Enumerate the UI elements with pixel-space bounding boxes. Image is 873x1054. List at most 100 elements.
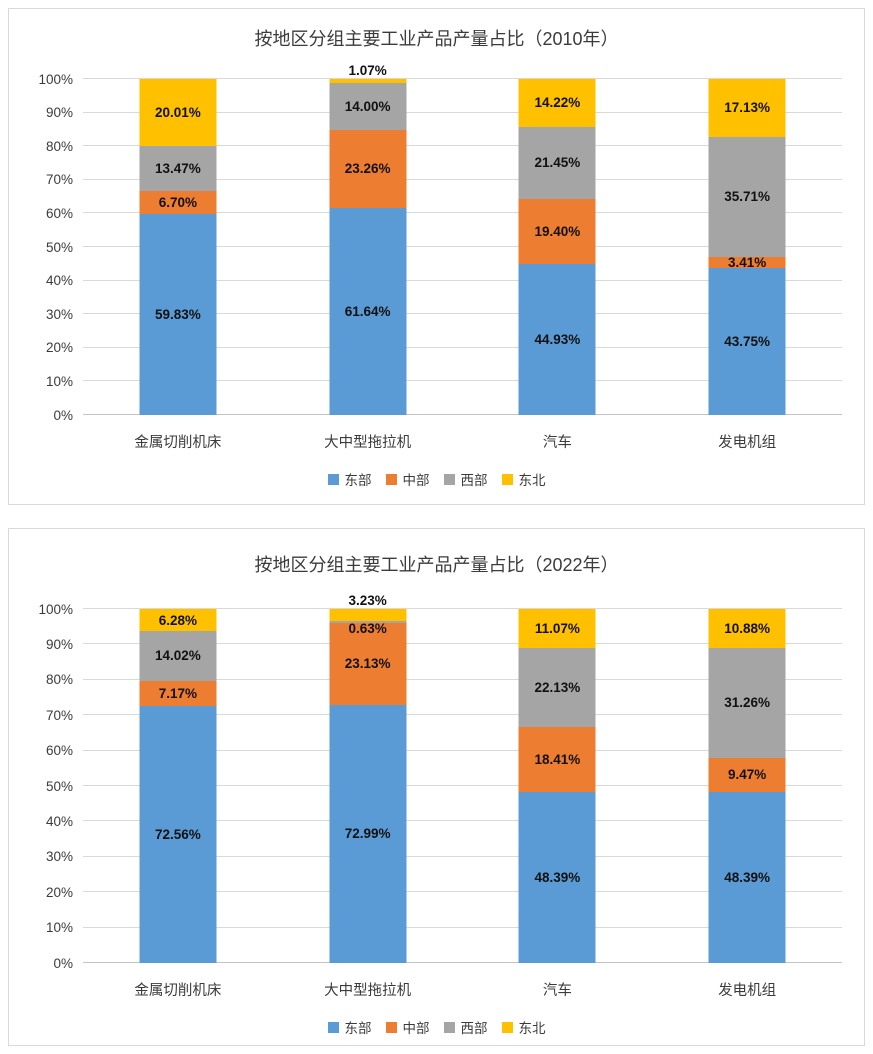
gridline <box>83 962 842 963</box>
segment-label: 0.63% <box>348 620 387 636</box>
segment-label: 22.13% <box>534 679 581 695</box>
category-label: 发电机组 <box>718 983 777 999</box>
y-axis-tick: 30% <box>45 849 73 865</box>
bar-segment <box>518 609 596 649</box>
legend-item: 东北 <box>501 469 546 489</box>
y-axis-tick: 90% <box>45 636 73 652</box>
segment-label: 3.41% <box>727 254 767 270</box>
bar-segment <box>708 609 786 648</box>
segment-label: 48.39% <box>534 869 581 885</box>
bar-segment <box>139 191 217 214</box>
y-axis-tick: 30% <box>45 306 73 322</box>
gridline <box>83 346 842 348</box>
gridline <box>83 380 842 382</box>
segment-label: 48.39% <box>724 869 771 885</box>
x-axis-labels: 金属切削机床 大中型拖拉机 汽车 发电机组 <box>83 969 842 1005</box>
segment-label: 14.22% <box>534 95 581 111</box>
legend-swatch <box>443 473 455 485</box>
category-label: 大中型拖拉机 <box>324 435 412 451</box>
segment-label: 18.41% <box>534 751 581 767</box>
chart-title-2022: 按地区分组主要工业产品产量占比（2022年） <box>254 555 619 575</box>
category-label: 大中型拖拉机 <box>324 983 412 999</box>
y-axis-tick: 50% <box>45 778 73 794</box>
bar-segment <box>708 256 786 268</box>
segment-label: 10.88% <box>724 620 771 636</box>
stacked-bar: 48.39% 9.47% 31.26% 10.88% <box>708 609 786 963</box>
bar-segment <box>708 791 786 963</box>
y-axis-tick: 10% <box>45 919 73 935</box>
bar-segment <box>518 198 596 265</box>
legend-swatch <box>327 1021 339 1033</box>
bar-segment <box>329 79 407 83</box>
segment-label: 44.93% <box>534 331 581 347</box>
bar-segment <box>329 622 407 705</box>
bar-segment <box>329 704 407 963</box>
legend-label: 东部 <box>344 1021 372 1036</box>
x-axis-labels: 金属切削机床 大中型拖拉机 汽车 发电机组 <box>83 421 842 457</box>
bar-segment <box>518 264 596 415</box>
y-axis-tick: 80% <box>45 672 73 688</box>
y-axis-tick: 60% <box>45 205 73 221</box>
gridline <box>83 926 842 928</box>
y-axis-tick: 100% <box>38 601 73 617</box>
legend-swatch <box>385 1021 397 1033</box>
stacked-bar: 72.99% 23.13% 0.63% 3.23% <box>329 592 407 963</box>
bar-segment <box>329 620 407 623</box>
chart-panel-2010: 按地区分组主要工业产品产量占比（2010年） 0% 10% 20% 30% 40% 50%… <box>8 8 865 505</box>
stacked-bar-chart-2022: 0% 10% 20% 30% 40% 50% 60% 70% 80% 90% 100% 72.56% 7… <box>9 592 864 1037</box>
segment-label: 9.47% <box>727 767 767 783</box>
stacked-bar: 43.75% 3.41% 35.71% 17.13% <box>708 79 786 415</box>
y-axis-tick: 40% <box>45 272 73 288</box>
gridline <box>83 246 842 247</box>
legend-swatch <box>501 473 513 485</box>
segment-label: 59.83% <box>154 306 201 322</box>
segment-label: 43.75% <box>724 333 771 349</box>
legend-swatch <box>501 1021 513 1033</box>
category-label: 汽车 <box>542 983 572 999</box>
legend-label: 中部 <box>402 1021 430 1036</box>
segment-label: 11.07% <box>534 620 580 636</box>
category-label: 发电机组 <box>718 435 777 451</box>
bar-segment <box>139 213 217 415</box>
legend-label: 东北 <box>518 1021 546 1036</box>
plot-area: 0% 10% 20% 30% 40% 50% 60% 70% 80% 90% 100% 72.56% 7… <box>38 592 842 969</box>
bar-segment <box>139 608 217 632</box>
y-axis-tick: 70% <box>45 707 73 723</box>
legend-item: 中部 <box>385 1017 430 1037</box>
bar-segment <box>518 79 596 127</box>
gridline <box>83 111 842 113</box>
gridline <box>83 279 842 281</box>
legend-label: 西部 <box>460 473 488 488</box>
gridline <box>83 145 842 147</box>
plot-area: 0% 10% 20% 30% 40% 50% 60% 70% 80% 90% 100% 59.83% 6… <box>38 62 842 421</box>
bar-segment <box>139 146 217 192</box>
gridline <box>83 855 842 857</box>
segment-label: 13.47% <box>154 161 201 177</box>
segment-label: 1.07% <box>348 62 387 78</box>
gridline <box>83 820 842 822</box>
legend-label: 西部 <box>460 1021 488 1036</box>
y-axis-tick: 20% <box>45 340 73 356</box>
category-label: 金属切削机床 <box>134 435 222 451</box>
bar-segment <box>139 631 217 681</box>
chart-legend: 东部 中部 西部 东北 <box>9 469 864 489</box>
stacked-bar: 59.83% 6.70% 13.47% 20.01% <box>139 78 217 415</box>
segment-label: 21.45% <box>534 155 581 171</box>
y-axis-tick: 70% <box>45 172 73 188</box>
chart-panel-2022: 按地区分组主要工业产品产量占比（2022年） 0% 10% 20% 30% 40% 50%… <box>8 528 865 1046</box>
gridline <box>83 212 842 214</box>
segment-label: 3.23% <box>348 592 387 608</box>
legend-label: 东北 <box>518 473 546 488</box>
stacked-bar: 48.39% 18.41% 22.13% 11.07% <box>518 609 596 963</box>
segment-label: 72.99% <box>344 826 391 842</box>
bar-segment <box>708 79 786 137</box>
bar-segment <box>329 207 407 415</box>
legend-swatch <box>443 1021 455 1033</box>
bar-segment <box>708 647 786 759</box>
segment-label: 17.13% <box>724 100 771 116</box>
y-axis-tick: 10% <box>45 373 73 389</box>
stacked-bar-chart-2010: 0% 10% 20% 30% 40% 50% 60% 70% 80% 90% 100% 59.83% 6… <box>9 62 864 489</box>
legend-item: 东部 <box>327 1017 372 1037</box>
y-axis-tick: 60% <box>45 742 73 758</box>
bar-segment <box>139 706 217 963</box>
